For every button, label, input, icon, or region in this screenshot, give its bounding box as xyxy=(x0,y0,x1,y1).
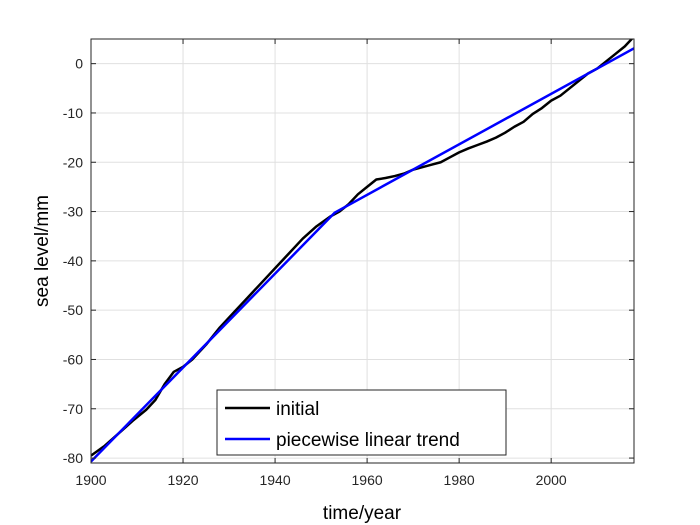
y-tick-label: -60 xyxy=(63,351,83,367)
y-tick-label: -80 xyxy=(63,450,83,466)
legend-label-initial: initial xyxy=(276,399,319,420)
legend-label-piecewise-linear-trend: piecewise linear trend xyxy=(276,430,460,451)
y-tick-label: -40 xyxy=(63,253,83,269)
legend: initial piecewise linear trend xyxy=(217,390,506,455)
x-axis-label: time/year xyxy=(323,503,402,524)
y-tick-label: -10 xyxy=(63,105,83,121)
x-tick-label: 1900 xyxy=(75,472,106,488)
y-tick-label: -50 xyxy=(63,302,83,318)
y-axis-label: sea level/mm xyxy=(32,195,53,307)
x-tick-label: 1940 xyxy=(259,472,290,488)
x-tick-label: 1960 xyxy=(352,472,383,488)
x-tick-label: 1920 xyxy=(167,472,198,488)
x-tick-label: 1980 xyxy=(444,472,475,488)
x-tick-label: 2000 xyxy=(536,472,567,488)
y-tick-label: 0 xyxy=(75,56,83,72)
y-tick-label: -30 xyxy=(63,204,83,220)
y-tick-label: -20 xyxy=(63,154,83,170)
y-tick-label: -70 xyxy=(63,401,83,417)
